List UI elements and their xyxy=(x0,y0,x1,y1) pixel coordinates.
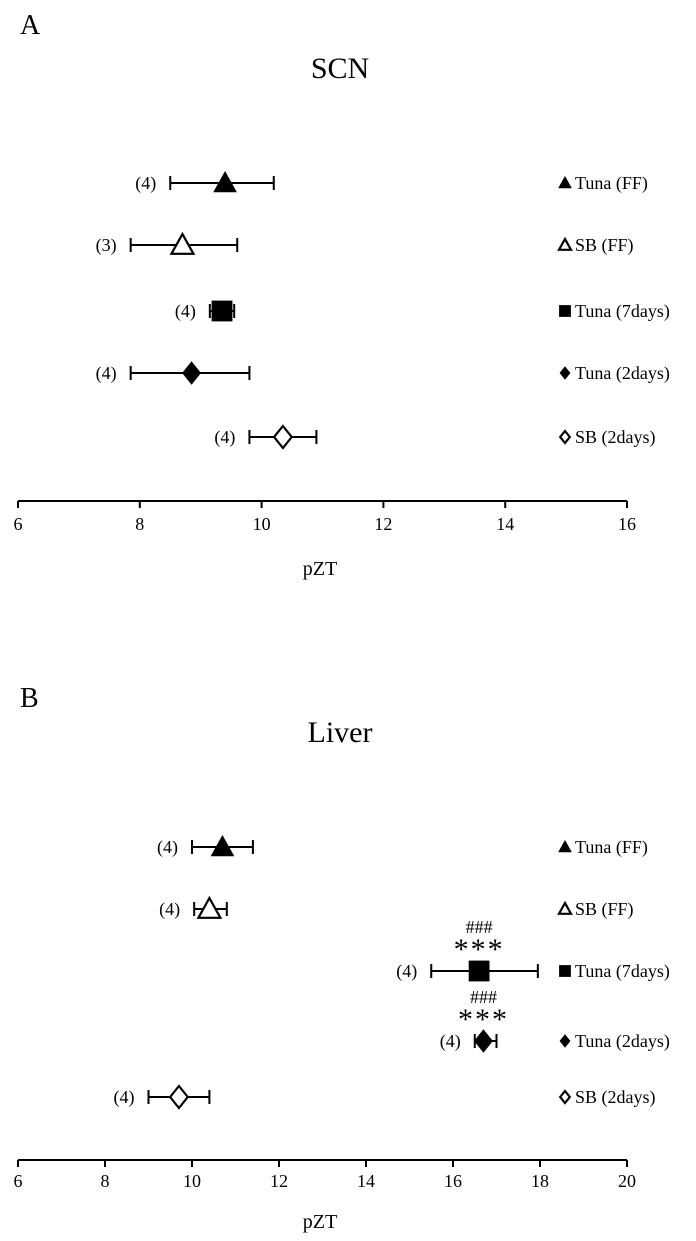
legend-marker xyxy=(559,1034,571,1048)
sample-size-label: (4) xyxy=(114,1087,135,1108)
data-point xyxy=(468,960,490,982)
legend-marker xyxy=(559,366,571,380)
x-tick-label: 10 xyxy=(253,514,271,534)
chart-title: SCN xyxy=(311,52,369,85)
series-tuna-ff: (4) xyxy=(135,170,275,194)
data-point xyxy=(210,834,235,857)
x-tick-label: 6 xyxy=(14,1171,23,1191)
data-point xyxy=(272,424,294,450)
legend-entry: Tuna (7days) xyxy=(559,961,670,982)
legend-entry: SB (FF) xyxy=(557,235,634,256)
significance-hash: ### xyxy=(466,917,493,937)
x-tick-label: 14 xyxy=(357,1171,375,1191)
sample-size-label: (4) xyxy=(96,363,117,384)
legend-marker xyxy=(558,1089,572,1105)
x-tick-label: 20 xyxy=(618,1171,636,1191)
data-point xyxy=(182,361,202,385)
chart-panel-b: B Liver 6 8 10 12 14 16 18 20 pZT (4) Tuna (FF) (4) SB… xyxy=(14,683,670,1233)
x-tick-label: 16 xyxy=(618,514,636,534)
legend-label: SB (FF) xyxy=(575,235,634,256)
data-point xyxy=(213,170,237,193)
x-tick-label: 8 xyxy=(135,514,144,534)
significance-stars: *** xyxy=(458,1003,509,1036)
sample-size-label: (3) xyxy=(96,235,117,256)
data-point xyxy=(474,1029,493,1053)
legend-label: Tuna (FF) xyxy=(575,837,648,858)
legend-marker xyxy=(559,965,571,977)
legend-marker xyxy=(559,305,571,317)
legend-entry: Tuna (FF) xyxy=(558,837,648,858)
series-tuna-7days: (4) ###*** xyxy=(396,917,539,982)
x-axis-label: pZT xyxy=(303,558,337,580)
legend-entry: SB (2days) xyxy=(558,1087,656,1108)
x-tick-label: 8 xyxy=(101,1171,110,1191)
legend-marker xyxy=(557,236,573,251)
x-tick-label: 6 xyxy=(14,514,23,534)
legend-entry: Tuna (2days) xyxy=(559,1031,670,1052)
panel-label: B xyxy=(20,683,39,714)
x-tick-label: 16 xyxy=(444,1171,462,1191)
data-point xyxy=(169,231,196,255)
legend-marker xyxy=(558,429,572,445)
legend-label: Tuna (7days) xyxy=(575,301,670,322)
legend-marker xyxy=(558,839,572,853)
sample-size-label: (4) xyxy=(214,427,235,448)
x-tick-label: 12 xyxy=(374,514,392,534)
chart-panel-a: A SCN 6 8 10 12 14 16 pZT (4) Tuna (FF) (3) SB (FF) (… xyxy=(14,10,670,580)
sample-size-label: (4) xyxy=(396,961,417,982)
series-tuna-ff: (4) xyxy=(157,834,254,858)
series-sb-ff: (4) xyxy=(159,895,228,920)
series-tuna-7days: (4) xyxy=(175,300,236,322)
series-tuna-2days: (4) xyxy=(96,361,251,385)
legend-marker xyxy=(558,175,572,189)
legend-label: SB (2days) xyxy=(575,1087,656,1108)
legend-label: Tuna (2days) xyxy=(575,363,670,384)
x-axis-label: pZT xyxy=(303,1211,337,1233)
legend-entry: Tuna (2days) xyxy=(559,363,670,384)
series-sb-2days: (4) xyxy=(114,1084,211,1110)
legend-label: SB (FF) xyxy=(575,899,634,920)
legend-entry: SB (2days) xyxy=(558,427,656,448)
sample-size-label: (4) xyxy=(175,301,196,322)
sample-size-label: (4) xyxy=(157,837,178,858)
series-sb-2days: (4) xyxy=(214,424,318,450)
series-sb-ff: (3) xyxy=(96,231,239,256)
legend-label: Tuna (7days) xyxy=(575,961,670,982)
data-point xyxy=(211,300,233,322)
legend-entry: Tuna (7days) xyxy=(559,301,670,322)
x-tick-label: 12 xyxy=(270,1171,288,1191)
legend-entry: SB (FF) xyxy=(557,899,634,920)
significance-stars: *** xyxy=(454,933,505,966)
sample-size-label: (4) xyxy=(159,899,180,920)
x-tick-label: 18 xyxy=(531,1171,549,1191)
legend-marker xyxy=(557,900,573,915)
data-point xyxy=(196,895,223,919)
x-tick-label: 14 xyxy=(496,514,514,534)
chart-title: Liver xyxy=(308,716,373,749)
legend-label: Tuna (FF) xyxy=(575,173,648,194)
legend-label: SB (2days) xyxy=(575,427,656,448)
panel-label: A xyxy=(20,10,41,41)
series-tuna-2days: (4) ###*** xyxy=(440,987,509,1053)
sample-size-label: (4) xyxy=(135,173,156,194)
legend-label: Tuna (2days) xyxy=(575,1031,670,1052)
significance-hash: ### xyxy=(470,987,497,1007)
legend-entry: Tuna (FF) xyxy=(558,173,648,194)
sample-size-label: (4) xyxy=(440,1031,461,1052)
x-tick-label: 10 xyxy=(183,1171,201,1191)
data-point xyxy=(168,1084,190,1110)
